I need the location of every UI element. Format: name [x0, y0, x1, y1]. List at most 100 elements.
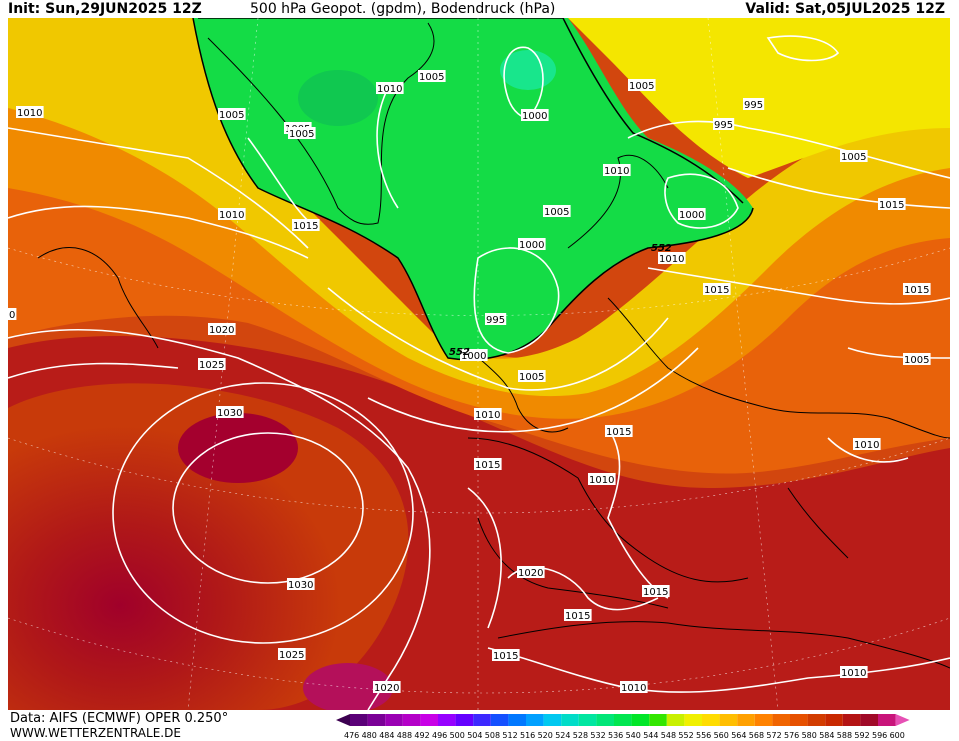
legend-swatch — [367, 714, 386, 726]
map-svg: 1010 1005 1005 1010 1005 1000 1005 995 995 1010 10… — [8, 18, 950, 710]
legend-swatch — [578, 714, 597, 726]
legend-swatch — [596, 714, 614, 726]
isobar-label: 1005 — [218, 108, 246, 121]
svg-text:1015: 1015 — [565, 611, 590, 622]
legend-tick-label: 500 — [450, 731, 465, 740]
svg-text:1005: 1005 — [904, 355, 929, 366]
legend-tick-label: 556 — [696, 731, 711, 740]
svg-text:1010: 1010 — [475, 410, 500, 421]
isobar-label: 1005 — [288, 127, 316, 140]
isobar-label: 1010 — [853, 438, 881, 451]
isobar-label: 1010 — [588, 473, 616, 486]
svg-text:1020: 1020 — [209, 325, 234, 336]
legend-tick-label: 588 — [837, 731, 852, 740]
geopotential-label: 552 — [651, 243, 672, 254]
svg-text:1015: 1015 — [475, 460, 500, 471]
init-time: Init: Sun,29JUN2025 12Z — [8, 1, 202, 17]
graticule — [8, 18, 950, 710]
legend-tick-label: 488 — [397, 731, 412, 740]
isobar-label: 1005 — [628, 79, 656, 92]
isobar-label: 1010 — [218, 208, 246, 221]
svg-text:1005: 1005 — [219, 110, 244, 121]
isobar-label: 1020 — [208, 323, 236, 336]
legend-swatch — [455, 714, 474, 726]
isobar-label: 1025 — [278, 648, 306, 661]
yellow-band — [8, 18, 950, 397]
svg-text:1015: 1015 — [904, 285, 929, 296]
legend-swatch — [684, 714, 702, 726]
legend-swatch — [772, 714, 790, 726]
svg-text:1030: 1030 — [288, 580, 313, 591]
svg-text:1010: 1010 — [589, 475, 614, 486]
svg-text:1010: 1010 — [17, 108, 42, 119]
azores-high-core — [8, 383, 409, 710]
legend-swatch — [543, 714, 562, 726]
legend-tick-label: 516 — [520, 731, 535, 740]
svg-text:1020: 1020 — [374, 683, 399, 694]
svg-text:1010: 1010 — [659, 254, 684, 265]
legend-swatch — [860, 714, 878, 726]
svg-text:1005: 1005 — [289, 129, 314, 140]
legend-swatch — [666, 714, 685, 726]
isobar-label: 1010 — [620, 681, 648, 694]
isobars — [8, 35, 950, 710]
svg-text:552: 552 — [651, 243, 672, 254]
isobar-label: 995 — [713, 118, 735, 131]
isobar-label-layer: 1010 1005 1005 1010 1005 1000 1005 995 995 1010 10… — [8, 70, 931, 694]
isobar-label: 1005 — [903, 353, 931, 366]
isobar-label: 1000 — [460, 349, 488, 362]
isobar-label: 995 — [743, 98, 765, 111]
legend-swatch — [526, 714, 544, 726]
legend-tick-label: 592 — [854, 731, 869, 740]
legend-tick-label: 584 — [819, 731, 834, 740]
svg-text:1015: 1015 — [704, 285, 729, 296]
legend-tick-label: 492 — [414, 731, 429, 740]
legend-tick-label: 568 — [749, 731, 764, 740]
svg-text:1005: 1005 — [841, 152, 866, 163]
legend-tick-label: 512 — [502, 731, 517, 740]
isobar-label: 1015 — [564, 609, 592, 622]
light-orange-band — [8, 78, 950, 419]
svg-text:1005: 1005 — [519, 372, 544, 383]
legend-tick-label: 484 — [379, 731, 394, 740]
svg-text:1010: 1010 — [377, 84, 402, 95]
isobar-label: 0 — [8, 308, 17, 321]
isobar-label: 1015 — [474, 458, 502, 471]
svg-text:1015: 1015 — [643, 587, 668, 598]
orange-band — [8, 168, 950, 474]
svg-text:1010: 1010 — [604, 166, 629, 177]
svg-text:1010: 1010 — [841, 668, 866, 679]
svg-text:1025: 1025 — [199, 360, 224, 371]
isobar-label: 1010 — [16, 106, 44, 119]
hot-spot — [178, 413, 298, 483]
legend-tick-label: 560 — [714, 731, 729, 740]
legend-tick-label: 476 — [344, 731, 359, 740]
isobar-label: 1015 — [878, 198, 906, 211]
legend-tick-label: 540 — [626, 731, 641, 740]
legend-tick-label: 572 — [766, 731, 781, 740]
legend-tick-label: 504 — [467, 731, 482, 740]
legend-swatch — [631, 714, 650, 726]
legend-tick-label: 596 — [872, 731, 887, 740]
isobar-label: 1025 — [198, 358, 226, 371]
legend-tick-label: 548 — [661, 731, 676, 740]
svg-text:1005: 1005 — [629, 81, 654, 92]
isobar-label: 1020 — [517, 566, 545, 579]
isobar-label: 1000 — [678, 208, 706, 221]
legend-swatch — [561, 714, 579, 726]
svg-text:1015: 1015 — [606, 427, 631, 438]
legend-swatch — [402, 714, 421, 726]
isobar-label: 1010 — [840, 666, 868, 679]
trough-core-west — [298, 70, 378, 126]
header-bar: Init: Sun,29JUN2025 12Z 500 hPa Geopot. … — [0, 0, 959, 18]
svg-text:0: 0 — [9, 310, 15, 321]
legend-swatch — [825, 714, 843, 726]
isobar-label: 1000 — [521, 109, 549, 122]
legend-tick-label: 544 — [643, 731, 658, 740]
legend-swatch — [719, 714, 738, 726]
isobar-label: 995 — [485, 313, 507, 326]
legend-swatch — [790, 714, 808, 726]
color-legend: 476 480 484 488 492 496 500 504 508 512 516 520 524 5… — [336, 714, 910, 740]
isobar-label: 1010 — [474, 408, 502, 421]
legend-swatch — [702, 714, 720, 726]
